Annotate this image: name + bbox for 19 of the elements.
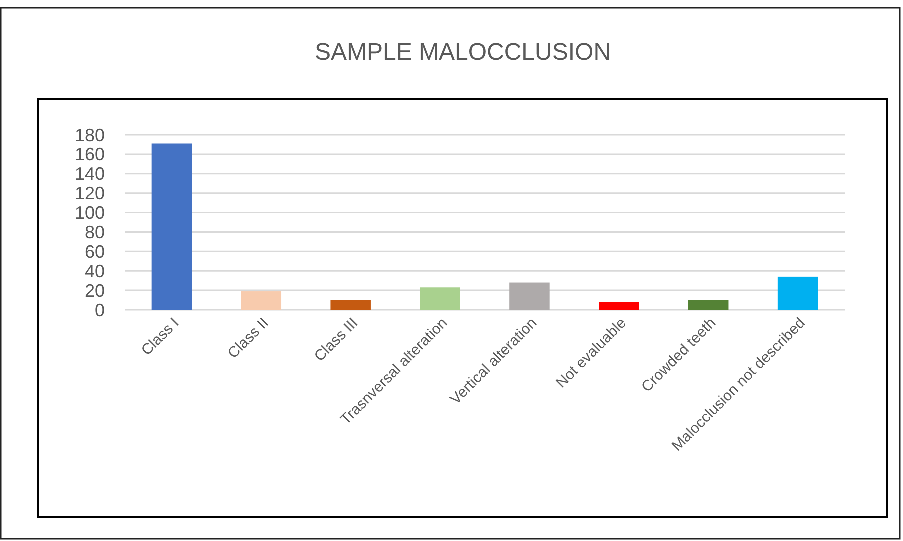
y-tick-label: 160 — [74, 144, 105, 165]
bar — [241, 292, 282, 310]
bar — [599, 302, 640, 310]
y-tick-label: 180 — [74, 125, 105, 146]
y-tick-label: 20 — [84, 280, 105, 301]
y-tick-label: 60 — [84, 242, 105, 262]
y-tick-label: 120 — [74, 184, 105, 204]
y-tick-label: 140 — [74, 164, 105, 184]
bar — [510, 282, 550, 310]
chart-title: SAMPLE MALOCCLUSION — [314, 39, 612, 66]
y-tick-label: 40 — [84, 261, 105, 282]
bar — [330, 300, 371, 310]
bar — [420, 288, 460, 310]
bar — [778, 276, 818, 310]
y-tick-label: 100 — [74, 203, 105, 224]
y-tick-label: 80 — [84, 222, 105, 243]
bar — [152, 144, 192, 310]
y-tick-label: 0 — [94, 300, 105, 320]
bar — [688, 300, 729, 310]
